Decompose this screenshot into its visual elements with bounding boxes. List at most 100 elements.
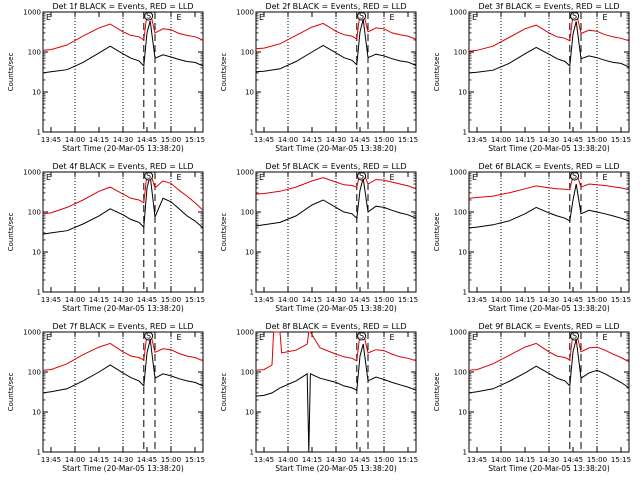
panel-title: Det 6f BLACK = Events, RED = LLD <box>478 162 619 171</box>
panel-title: Det 8f BLACK = Events, RED = LLD <box>265 322 406 331</box>
x-tick-label: 14:30 <box>113 456 133 464</box>
panel-title: Det 4f BLACK = Events, RED = LLD <box>52 162 193 171</box>
series-line-events <box>255 343 417 453</box>
series-line-events <box>42 175 204 235</box>
panel-title: Det 2f BLACK = Events, RED = LLD <box>265 2 406 11</box>
x-tick-label: 14:30 <box>113 136 133 144</box>
series-line-events <box>468 183 630 229</box>
marker-left-e: E <box>472 13 477 22</box>
x-tick-label: 15:00 <box>587 456 607 464</box>
x-axis-label: Start Time (20-Mar-05 13:38:20) <box>62 464 184 473</box>
x-axis-label: Start Time (20-Mar-05 13:38:20) <box>488 144 610 153</box>
marker-right-e: E <box>602 173 607 182</box>
series-line-events <box>42 339 204 394</box>
y-tick-label: 1000 <box>236 169 254 177</box>
x-tick-label: 13:45 <box>41 136 61 144</box>
x-tick-label: 14:30 <box>539 136 559 144</box>
marker-s: S <box>572 332 577 341</box>
x-tick-label: 14:15 <box>89 296 109 304</box>
series-line-lld <box>42 171 204 215</box>
x-tick-label: 14:15 <box>302 136 322 144</box>
x-tick-label: 14:00 <box>491 296 511 304</box>
y-tick-label: 10 <box>458 409 467 417</box>
series-line-events <box>468 21 630 74</box>
y-tick-label: 10 <box>32 249 41 257</box>
y-tick-label: 1000 <box>23 329 41 337</box>
x-tick-label: 14:45 <box>137 136 157 144</box>
x-tick-label: 15:15 <box>185 456 205 464</box>
marker-s-circle <box>357 171 367 181</box>
x-tick-label: 13:45 <box>41 456 61 464</box>
x-tick-label: 14:30 <box>539 296 559 304</box>
y-tick-label: 10 <box>245 249 254 257</box>
y-tick-label: 10 <box>458 89 467 97</box>
y-tick-label: 1 <box>250 129 254 137</box>
series-line-events <box>42 20 204 74</box>
y-axis-label: Counts/sec <box>433 373 441 412</box>
y-tick-label: 1000 <box>23 9 41 17</box>
panel-det-8: Det 8f BLACK = Events, RED = LLD 1 10 100 10… <box>220 322 418 473</box>
x-tick-label: 13:45 <box>254 296 274 304</box>
panel-det-1: Det 1f BLACK = Events, RED = LLD 1 10 100 10… <box>7 2 205 153</box>
marker-s-circle <box>570 171 580 181</box>
series-line-lld <box>255 331 417 371</box>
marker-s: S <box>146 332 151 341</box>
x-tick-label: 15:15 <box>185 296 205 304</box>
y-tick-label: 100 <box>241 209 254 217</box>
marker-s-circle <box>144 171 154 181</box>
x-tick-label: 14:15 <box>89 136 109 144</box>
x-tick-label: 15:15 <box>398 296 418 304</box>
x-tick-label: 14:00 <box>278 136 298 144</box>
y-tick-label: 1 <box>250 289 254 297</box>
x-tick-label: 14:15 <box>515 456 535 464</box>
marker-s: S <box>146 12 151 21</box>
x-tick-label: 15:00 <box>161 296 181 304</box>
y-tick-label: 100 <box>28 369 41 377</box>
x-tick-label: 15:00 <box>374 296 394 304</box>
x-tick-label: 14:00 <box>491 136 511 144</box>
panel-det-2: Det 2f BLACK = Events, RED = LLD 1 10 100 10… <box>220 2 418 153</box>
x-tick-label: 15:00 <box>587 296 607 304</box>
marker-s-circle <box>357 331 367 341</box>
x-tick-label: 14:45 <box>563 296 583 304</box>
x-tick-label: 15:15 <box>185 136 205 144</box>
x-tick-label: 13:45 <box>41 296 61 304</box>
y-axis-label: Counts/sec <box>7 373 15 412</box>
x-tick-label: 15:15 <box>611 136 631 144</box>
y-tick-label: 100 <box>454 49 467 57</box>
marker-left-e: E <box>472 173 477 182</box>
x-tick-label: 13:45 <box>467 136 487 144</box>
x-tick-label: 14:00 <box>278 296 298 304</box>
x-tick-label: 14:15 <box>302 456 322 464</box>
marker-right-e: E <box>176 173 181 182</box>
marker-s: S <box>359 12 364 21</box>
panel-det-6: Det 6f BLACK = Events, RED = LLD 1 10 100 10… <box>433 162 631 313</box>
marker-s-circle <box>144 331 154 341</box>
series-line-lld <box>468 331 630 371</box>
panel-title: Det 1f BLACK = Events, RED = LLD <box>52 2 193 11</box>
series-line-lld <box>255 11 417 50</box>
panel-det-4: Det 4f BLACK = Events, RED = LLD 1 10 100 10… <box>7 162 205 313</box>
x-axis-label: Start Time (20-Mar-05 13:38:20) <box>488 464 610 473</box>
marker-s-circle <box>144 11 154 21</box>
marker-s: S <box>359 172 364 181</box>
series-line-events <box>468 339 630 394</box>
marker-s: S <box>572 172 577 181</box>
marker-right-e: E <box>389 173 394 182</box>
marker-s-circle <box>570 11 580 21</box>
x-axis-label: Start Time (20-Mar-05 13:38:20) <box>275 144 397 153</box>
x-tick-label: 15:00 <box>374 456 394 464</box>
series-line-events <box>255 178 417 227</box>
x-tick-label: 15:00 <box>161 456 181 464</box>
x-tick-label: 15:00 <box>161 136 181 144</box>
x-tick-label: 14:30 <box>326 136 346 144</box>
series-line-lld <box>42 11 204 51</box>
y-tick-label: 1000 <box>449 169 467 177</box>
panel-det-7: Det 7f BLACK = Events, RED = LLD 1 10 100 10… <box>7 322 205 473</box>
x-tick-label: 14:15 <box>302 296 322 304</box>
x-tick-label: 14:45 <box>563 456 583 464</box>
marker-s: S <box>572 12 577 21</box>
y-tick-label: 100 <box>28 209 41 217</box>
x-tick-label: 14:45 <box>350 136 370 144</box>
y-tick-label: 10 <box>245 89 254 97</box>
